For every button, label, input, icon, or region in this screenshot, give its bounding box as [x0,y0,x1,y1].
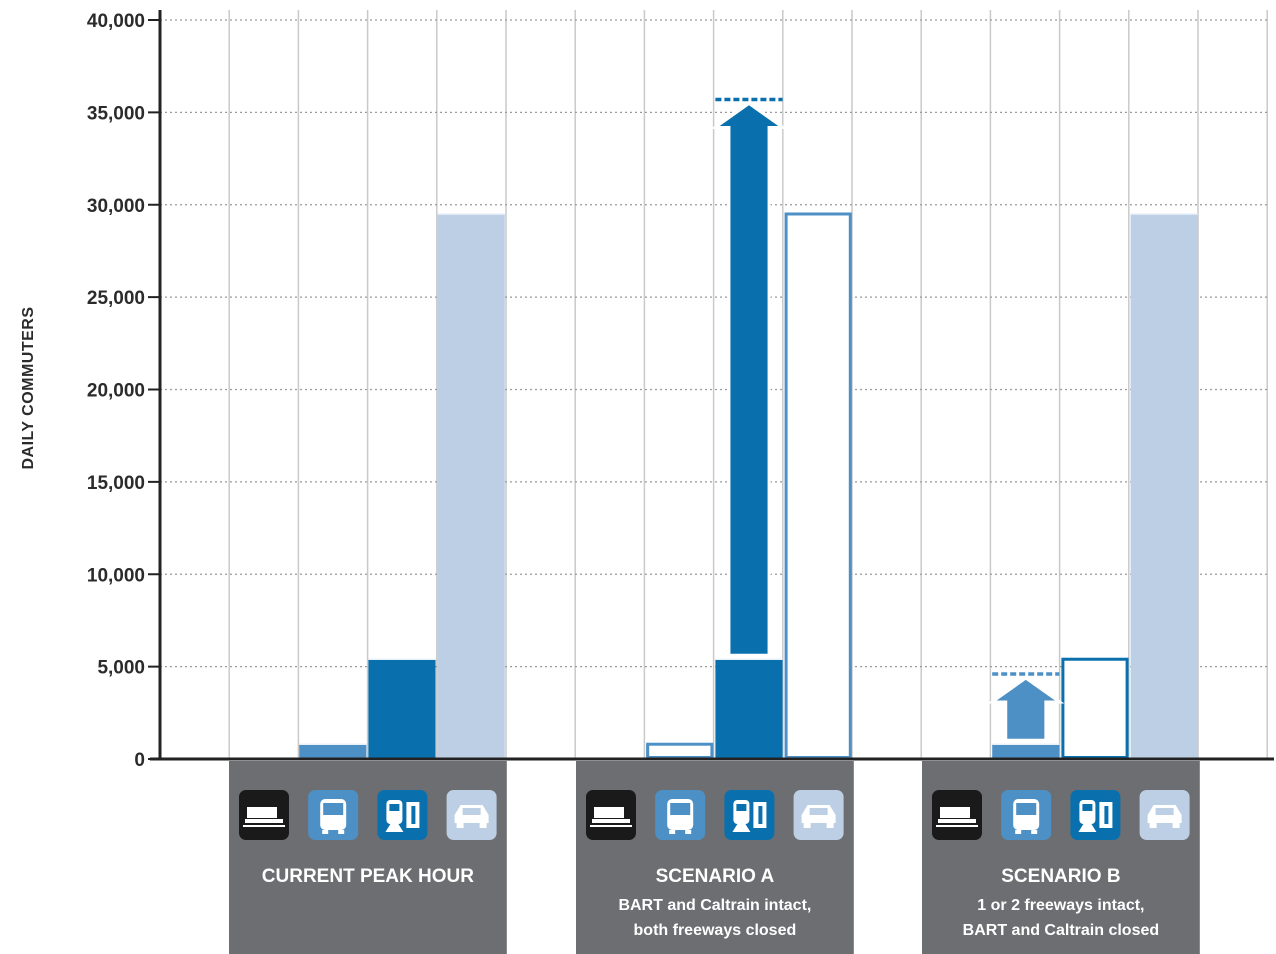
y-tick-label: 0 [134,750,145,771]
y-tick-label: 35,000 [87,103,145,124]
train-icon [1070,790,1121,840]
train-sign-mark [1104,806,1109,824]
bus-icon [1001,790,1052,840]
y-tick-label: 10,000 [87,565,145,586]
bar-car [437,213,505,760]
train-window [389,804,400,811]
train-track [732,824,751,832]
bus-wheel [685,830,692,834]
car-window [462,808,481,815]
category-title: SCENARIO A [656,866,775,887]
ferry-cabin [247,807,277,818]
axes: 0 5,000 10,000 15,000 20,000 25,000 30,000 35,0… [87,10,1274,771]
car-window [1155,808,1174,815]
car-icon [793,790,844,840]
train-body [1079,800,1096,824]
car-wheel [1172,823,1180,828]
ferry-hull [592,819,630,823]
y-tick-label: 20,000 [87,381,145,402]
car-icon [1139,790,1190,840]
car-window [809,808,828,815]
category-title: CURRENT PEAK HOUR [262,866,474,887]
category-subtitle: 1 or 2 freeways intact, [977,897,1144,914]
train-window [736,804,747,811]
ferry-icon [239,790,289,840]
train-track [1078,824,1097,832]
bar-bus [992,744,1060,759]
category-subtitle: BART and Caltrain intact, [618,897,811,914]
category-title: SCENARIO B [1001,866,1120,887]
car-icon [446,790,497,840]
category-subtitle: BART and Caltrain closed [963,922,1159,939]
bars [299,97,1198,760]
bar-train [715,659,783,759]
bar-bus [299,744,367,759]
ferry-icon [932,790,982,840]
category-panel [229,761,507,954]
train-body [733,800,750,824]
category-panels: CURRENT PEAK HOUR SCENARIO A BART and Calt… [229,761,1200,954]
train-sign-mark [758,806,763,824]
ferry-cabin [594,807,624,818]
car-wheel [456,823,464,828]
y-tick-label: 15,000 [87,473,145,494]
bus-wheel [338,830,345,834]
car-wheel [1149,823,1157,828]
car-wheel [479,823,487,828]
car-wheel [826,823,834,828]
y-tick-label: 25,000 [87,288,145,309]
y-tick-label: 5,000 [97,658,145,679]
ferry-wave [936,825,978,827]
train-icon [377,790,428,840]
train-window [1082,804,1093,811]
outline-bar-train [1061,657,1129,759]
bus-wheel [669,830,676,834]
y-tick-label: 40,000 [87,11,145,32]
ferry-icon [586,790,636,840]
ferry-wave [243,825,285,827]
outline-bar-car [784,212,852,760]
bus-wheel [1015,830,1022,834]
bus-wheel [322,830,329,834]
bar-car [1130,213,1198,760]
bar-train [368,659,436,759]
category-subtitle: both freeways closed [634,922,797,939]
train-body [386,800,403,824]
bus-wheel [1031,830,1038,834]
outline-bar-bus [646,742,714,759]
bus-window [1016,803,1037,815]
ferry-cabin [940,807,970,818]
train-sign-mark [411,806,416,824]
y-tick-label: 30,000 [87,196,145,217]
ferry-hull [938,819,976,823]
ferry-wave [590,825,632,827]
y-axis-title: DAILY COMMUTERS [20,306,37,469]
shift-arrow-bus [987,676,1065,742]
gridlines [159,10,1270,759]
train-icon [724,790,775,840]
bus-window [323,803,344,815]
bus-icon [308,790,359,840]
car-wheel [803,823,811,828]
bus-icon [655,790,706,840]
train-track [385,824,404,832]
ferry-hull [245,819,283,823]
shift-arrow-train [710,101,788,657]
bus-window [670,803,691,815]
